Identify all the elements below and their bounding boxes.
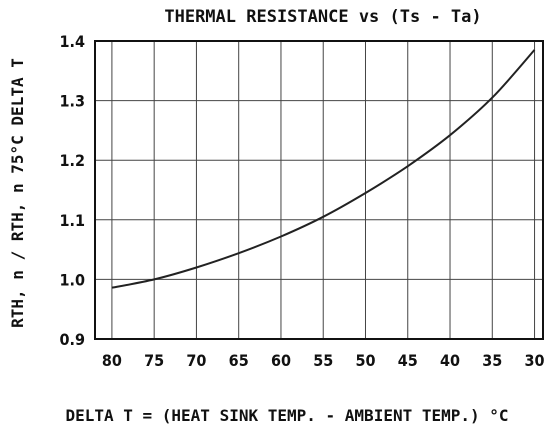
- x-tick-label: 80: [102, 351, 122, 370]
- x-tick-label: 60: [271, 351, 291, 370]
- x-tick-label: 35: [482, 351, 502, 370]
- grid: [95, 40, 543, 340]
- x-tick-label: 55: [313, 351, 333, 370]
- series-line: [111, 49, 536, 289]
- y-tick-label: 1.1: [60, 211, 86, 230]
- x-tick-label: 45: [398, 351, 418, 370]
- y-tick-label: 1.2: [60, 151, 86, 170]
- y-axis-label: RTH, n / RTH, n 75°C DELTA T: [8, 58, 27, 328]
- plot-frame: [94, 40, 544, 340]
- y-tick-label: 1.3: [60, 92, 86, 111]
- x-tick-label: 70: [186, 351, 206, 370]
- x-axis-label: DELTA T = (HEAT SINK TEMP. - AMBIENT TEM…: [65, 406, 508, 425]
- x-tick-label: 40: [440, 351, 460, 370]
- y-tick-label: 1.0: [60, 270, 86, 289]
- chart-title: THERMAL RESISTANCE vs (Ts - Ta): [164, 7, 481, 27]
- y-tick-label: 0.9: [60, 330, 86, 349]
- x-tick-label: 50: [355, 351, 375, 370]
- x-tick-label: 65: [229, 351, 249, 370]
- x-tick-label: 30: [525, 351, 545, 370]
- x-tick-label: 75: [144, 351, 164, 370]
- y-tick-label: 1.4: [60, 32, 86, 51]
- y-tick-labels: 0.9 1.0 1.1 1.2 1.3 1.4: [60, 32, 86, 349]
- x-tick-labels: 80 75 70 65 60 55 50 45 40 35 30: [102, 351, 545, 370]
